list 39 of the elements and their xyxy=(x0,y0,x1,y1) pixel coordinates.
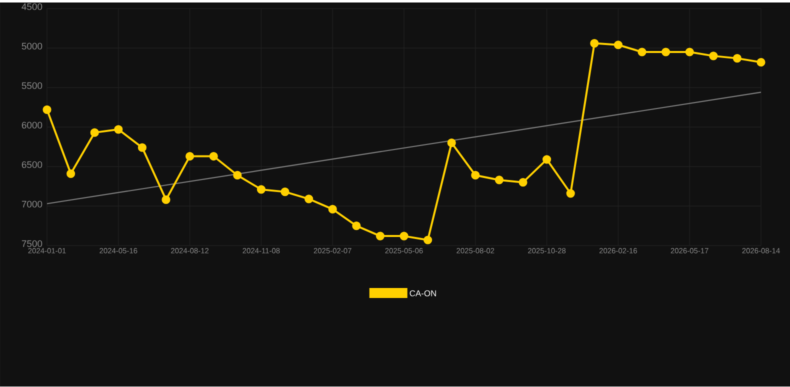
point xyxy=(400,232,408,241)
legend-label: CA-ON xyxy=(410,290,436,297)
point xyxy=(280,188,290,196)
point xyxy=(732,54,742,63)
point xyxy=(376,232,385,241)
point xyxy=(186,152,194,161)
point xyxy=(447,138,456,148)
point xyxy=(42,106,52,114)
point xyxy=(424,236,432,245)
point xyxy=(90,128,99,138)
point xyxy=(138,144,147,152)
point xyxy=(233,171,242,180)
point xyxy=(471,171,480,180)
point xyxy=(756,58,766,67)
point xyxy=(162,196,170,204)
y-tick-label: 5500 xyxy=(22,82,42,90)
point xyxy=(542,155,552,164)
point xyxy=(685,48,694,57)
y-tick-label: 7000 xyxy=(22,201,42,208)
point xyxy=(328,205,337,214)
y-tick-label: 6500 xyxy=(22,162,42,168)
point xyxy=(566,189,575,198)
point xyxy=(494,176,504,184)
point xyxy=(304,194,314,204)
point xyxy=(662,48,670,57)
point xyxy=(518,178,528,187)
y-tick-label: 4500 xyxy=(22,4,42,10)
y-tick-label: 5000 xyxy=(22,43,42,50)
point xyxy=(114,125,123,134)
y-tick-label: 6000 xyxy=(22,122,42,129)
y-tick-label: 7500 xyxy=(22,240,42,248)
point xyxy=(614,40,623,50)
point xyxy=(352,222,361,230)
point xyxy=(66,170,76,178)
point xyxy=(256,185,266,194)
point xyxy=(590,39,599,48)
point xyxy=(209,152,218,161)
point xyxy=(709,52,718,60)
point xyxy=(638,48,646,57)
